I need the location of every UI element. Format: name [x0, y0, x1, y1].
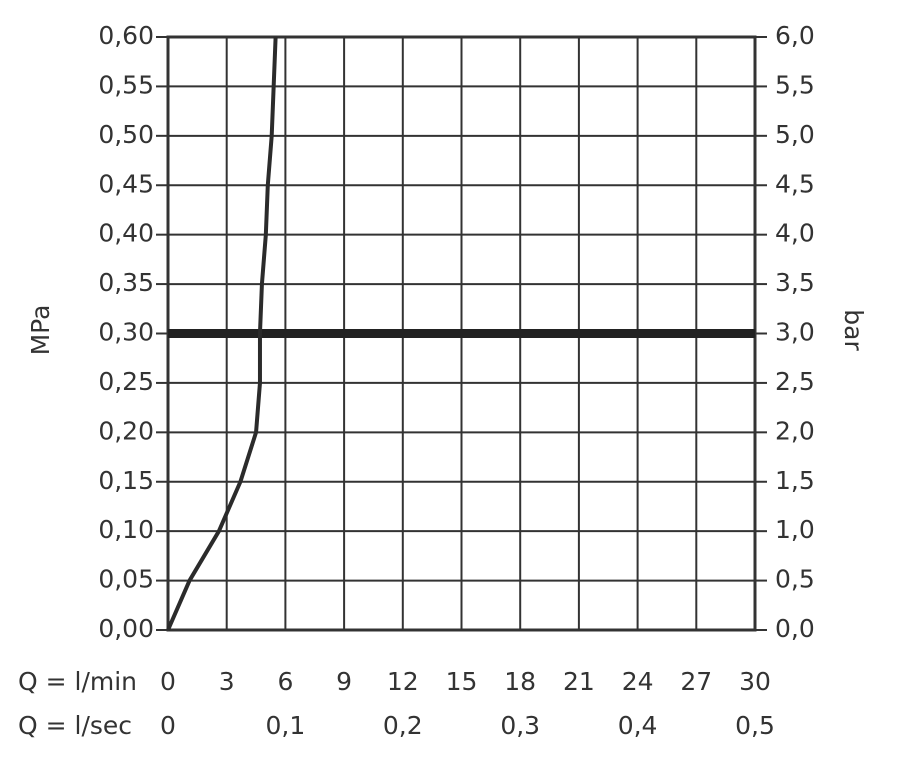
y2-tick-label: 0,5 [775, 565, 815, 594]
y-tick-label: 0,30 [98, 318, 154, 347]
x-tick-label: 15 [446, 667, 478, 696]
y2-tick-label: 3,0 [775, 318, 815, 347]
y-tick-label: 0,45 [98, 169, 154, 198]
y2-tick-label: 6,0 [775, 21, 815, 50]
x2-tick-label: 0,2 [383, 711, 423, 740]
x2-tick-label: 0,4 [618, 711, 658, 740]
y2-tick-label: 0,0 [775, 614, 815, 643]
x-tick-label: 27 [680, 667, 712, 696]
x-tick-label: 21 [563, 667, 595, 696]
y-tick-label: 0,50 [98, 120, 154, 149]
x2-axis-label: Q = l/sec [18, 711, 132, 740]
y-tick-label: 0,25 [98, 367, 154, 396]
y-tick-label: 0,20 [98, 416, 154, 445]
x-tick-label: 24 [622, 667, 654, 696]
y-axis-label: MPa [26, 305, 55, 356]
y2-tick-label: 4,5 [775, 169, 815, 198]
y2-tick-label: 4,0 [775, 219, 815, 248]
y-tick-label: 0,40 [98, 219, 154, 248]
x-tick-label: 0 [160, 667, 176, 696]
y2-tick-label: 5,0 [775, 120, 815, 149]
y-tick-label: 0,35 [98, 268, 154, 297]
x-tick-label: 9 [336, 667, 352, 696]
x-tick-label: 6 [277, 667, 293, 696]
y2-tick-label: 2,5 [775, 367, 815, 396]
x-tick-label: 12 [387, 667, 419, 696]
data-line [166, 36, 278, 631]
y-tick-label: 0,00 [98, 614, 154, 643]
x2-tick-label: 0,1 [266, 711, 306, 740]
x-tick-label: 3 [219, 667, 235, 696]
y-tick-label: 0,55 [98, 70, 154, 99]
x-tick-label: 18 [504, 667, 536, 696]
x-tick-label: 30 [739, 667, 771, 696]
y-tick-label: 0,60 [98, 21, 154, 50]
y2-tick-label: 2,0 [775, 416, 815, 445]
y-tick-label: 0,10 [98, 515, 154, 544]
x2-tick-label: 0,3 [500, 711, 540, 740]
y2-tick-label: 1,5 [775, 466, 815, 495]
y2-tick-label: 1,0 [775, 515, 815, 544]
x-axis-label: Q = l/min [18, 667, 137, 696]
y-tick-label: 0,05 [98, 565, 154, 594]
x2-tick-label: 0,5 [735, 711, 775, 740]
y2-tick-label: 5,5 [775, 70, 815, 99]
y2-tick-label: 3,5 [775, 268, 815, 297]
y2-axis-label: bar [839, 309, 868, 351]
x2-tick-label: 0 [160, 711, 176, 740]
y-tick-label: 0,15 [98, 466, 154, 495]
